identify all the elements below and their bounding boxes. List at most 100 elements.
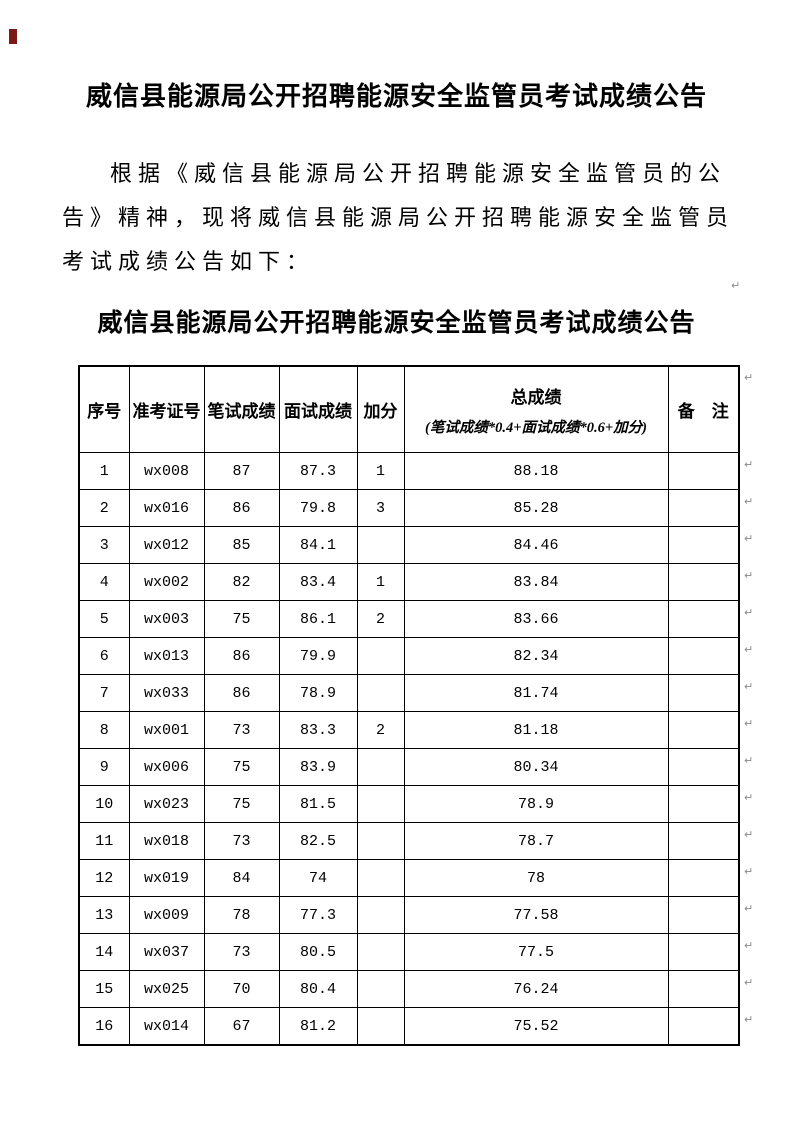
table-cell: 15 <box>78 970 130 1008</box>
table-row: 15 wx025 70 80.4 76.24 <box>78 970 740 1008</box>
table-cell <box>667 822 740 860</box>
table-cell: 9 <box>78 748 130 786</box>
table-header-row: 序号 准考证号 笔试成绩 面试成绩 加分 总成绩 (笔试成绩*0.4+面试成绩*… <box>78 365 740 453</box>
table-cell: 83.84 <box>403 563 669 601</box>
table-cell <box>667 600 740 638</box>
table-cell: 82 <box>203 563 280 601</box>
table-cell: 83.4 <box>278 563 358 601</box>
table-cell: 86 <box>203 637 280 675</box>
table-cell: 88.18 <box>403 452 669 490</box>
page-title: 威信县能源局公开招聘能源安全监管员考试成绩公告 <box>85 81 707 111</box>
paragraph-end-mark-icon: ↵ <box>731 279 741 292</box>
table-row: 2 wx016 86 79.8 3 85.28 <box>78 489 740 527</box>
table-row: 14 wx037 73 80.5 77.5 <box>78 933 740 971</box>
table-cell <box>667 896 740 934</box>
table-cell <box>356 1007 405 1046</box>
paragraph-line: 告》精神，现将威信县能源局公开招聘能源安全监管员 <box>62 205 735 230</box>
table-cell: 78.9 <box>278 674 358 712</box>
red-artifact-mark <box>9 29 17 44</box>
table-cell: 81.18 <box>403 711 669 749</box>
paragraph-line: 根据《威信县能源局公开招聘能源安全监管员的公 <box>110 161 727 186</box>
table-cell: 75 <box>203 748 280 786</box>
table-cell: 6 <box>78 637 130 675</box>
table-cell <box>667 748 740 786</box>
table-cell: 14 <box>78 933 130 971</box>
table-cell: 82.34 <box>403 637 669 675</box>
table-cell: 81.74 <box>403 674 669 712</box>
row-end-mark-icon: ↵ <box>744 495 754 508</box>
table-cell: 77.5 <box>403 933 669 971</box>
table-cell: 81.5 <box>278 785 358 823</box>
table-cell: 80.34 <box>403 748 669 786</box>
col-header-total-score: 总成绩 (笔试成绩*0.4+面试成绩*0.6+加分) <box>403 365 669 453</box>
row-end-mark-icon: ↵ <box>744 902 754 915</box>
table-cell <box>667 933 740 971</box>
table-cell: wx014 <box>128 1007 205 1046</box>
table-cell <box>667 785 740 823</box>
row-end-mark-icon: ↵ <box>744 458 754 471</box>
table-cell <box>667 711 740 749</box>
row-end-mark-icon: ↵ <box>744 717 754 730</box>
row-end-mark-icon: ↵ <box>744 680 754 693</box>
table-cell: wx037 <box>128 933 205 971</box>
table-cell: 3 <box>356 489 405 527</box>
table-cell: 83.66 <box>403 600 669 638</box>
table-cell <box>667 859 740 897</box>
table-cell: 86 <box>203 674 280 712</box>
table-cell: 78.7 <box>403 822 669 860</box>
col-header-index: 序号 <box>78 365 130 453</box>
row-end-mark-icon: ↵ <box>744 569 754 582</box>
table-cell: 85.28 <box>403 489 669 527</box>
table-cell <box>356 637 405 675</box>
row-end-mark-icon: ↵ <box>744 939 754 952</box>
table-row: 9 wx006 75 83.9 80.34 <box>78 748 740 786</box>
table-header: 序号 准考证号 笔试成绩 面试成绩 加分 总成绩 (笔试成绩*0.4+面试成绩*… <box>78 365 740 453</box>
table-cell: 86.1 <box>278 600 358 638</box>
table-cell: wx023 <box>128 785 205 823</box>
table-cell <box>356 896 405 934</box>
table-cell: 1 <box>78 452 130 490</box>
col-header-remarks: 备 注 <box>667 365 740 453</box>
table-cell: wx013 <box>128 637 205 675</box>
table-cell: wx008 <box>128 452 205 490</box>
row-end-mark-icon: ↵ <box>744 371 754 384</box>
total-score-label: 总成绩 <box>510 387 562 407</box>
table-cell: 75 <box>203 600 280 638</box>
table-row: 7 wx033 86 78.9 81.74 <box>78 674 740 712</box>
table-cell: 10 <box>78 785 130 823</box>
table-cell <box>356 748 405 786</box>
table-cell: 2 <box>78 489 130 527</box>
table-row: 13 wx009 78 77.3 77.58 <box>78 896 740 934</box>
col-header-written-score: 笔试成绩 <box>203 365 280 453</box>
table-cell: 74 <box>278 859 358 897</box>
table-cell: 73 <box>203 933 280 971</box>
table-row: 3 wx012 85 84.1 84.46 <box>78 526 740 564</box>
table-cell: wx019 <box>128 859 205 897</box>
table-cell: 11 <box>78 822 130 860</box>
table-cell: 80.4 <box>278 970 358 1008</box>
row-end-mark-icon: ↵ <box>744 1013 754 1026</box>
table-cell <box>667 563 740 601</box>
col-header-interview-score: 面试成绩 <box>278 365 358 453</box>
table-cell: 16 <box>78 1007 130 1046</box>
table-row: 1 wx008 87 87.3 1 88.18 <box>78 452 740 490</box>
table-cell: 77.58 <box>403 896 669 934</box>
table-cell: 5 <box>78 600 130 638</box>
table-cell <box>356 970 405 1008</box>
table-cell: 75 <box>203 785 280 823</box>
table-cell: 82.5 <box>278 822 358 860</box>
table-cell: wx033 <box>128 674 205 712</box>
table-cell: 13 <box>78 896 130 934</box>
table-cell: 83.9 <box>278 748 358 786</box>
table-cell: 81.2 <box>278 1007 358 1046</box>
row-end-mark-icon: ↵ <box>744 754 754 767</box>
table-row: 8 wx001 73 83.3 2 81.18 <box>78 711 740 749</box>
table-row: 12 wx019 84 74 78 <box>78 859 740 897</box>
table-cell: 67 <box>203 1007 280 1046</box>
table-cell: 86 <box>203 489 280 527</box>
table-cell <box>356 785 405 823</box>
table-cell: 70 <box>203 970 280 1008</box>
table-cell: 7 <box>78 674 130 712</box>
table-cell: 2 <box>356 711 405 749</box>
table-row: 6 wx013 86 79.9 82.34 <box>78 637 740 675</box>
